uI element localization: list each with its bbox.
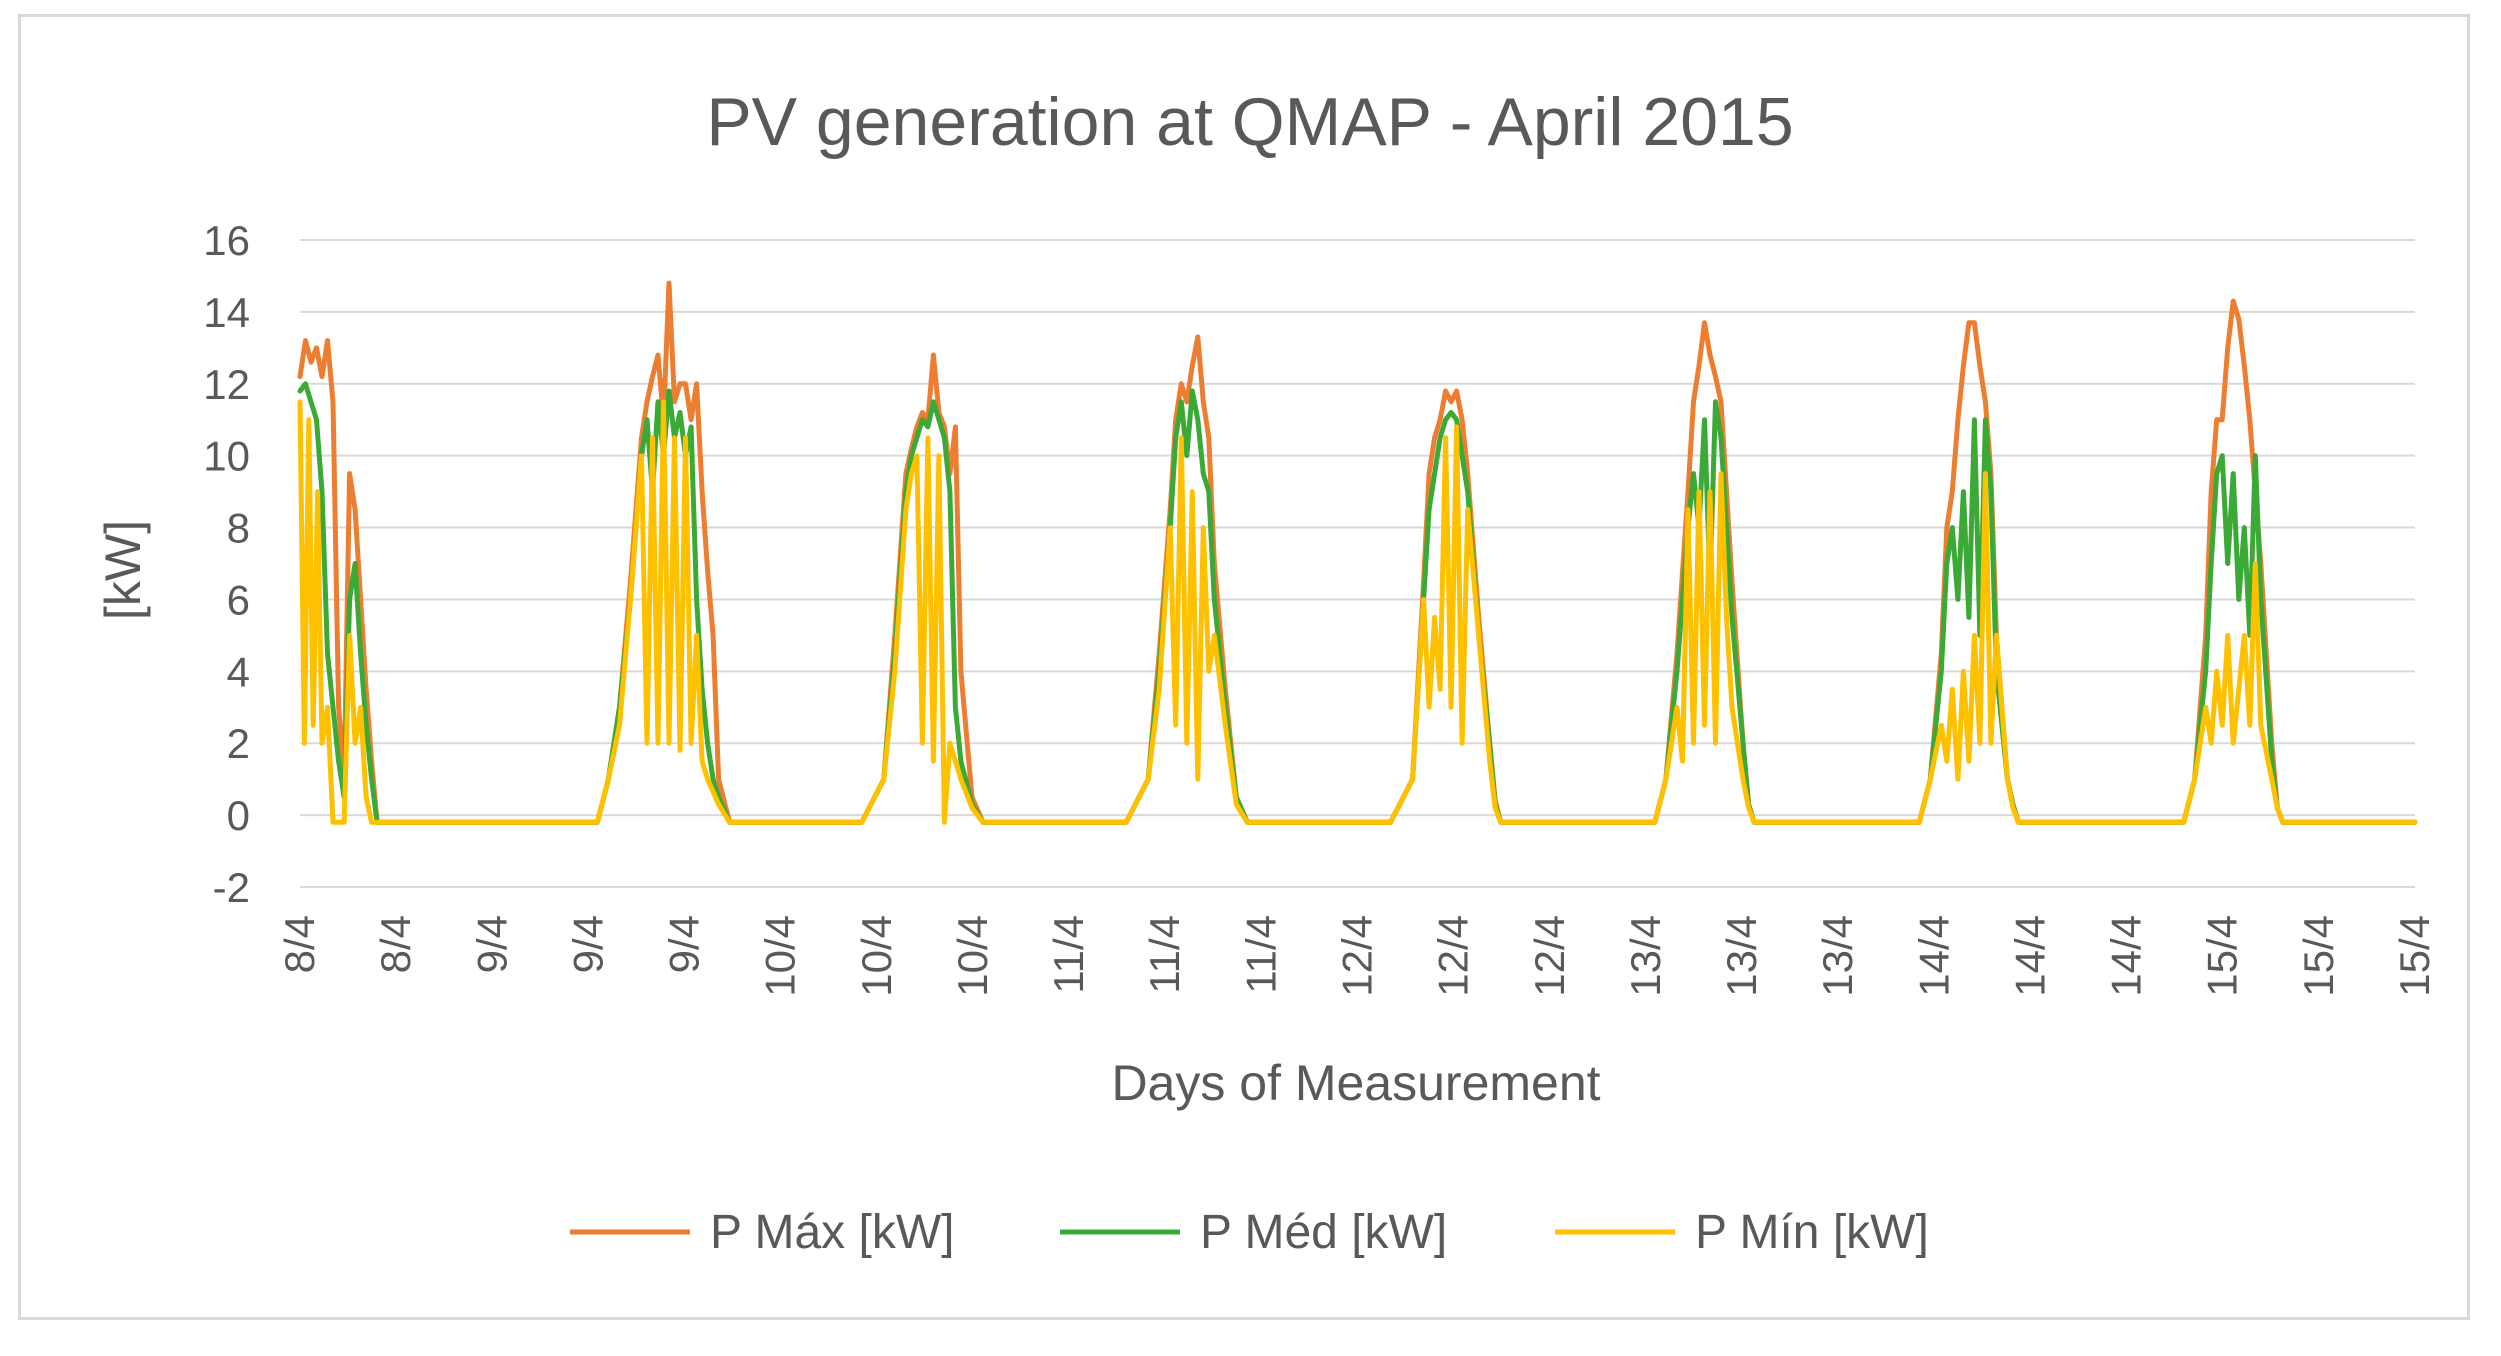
x-tick-label: 10/4 [949, 915, 996, 997]
x-tick-label: 9/4 [661, 915, 708, 973]
y-tick-label: 16 [203, 217, 250, 264]
x-tick-label: 13/4 [1814, 915, 1861, 997]
y-tick-label: 0 [227, 792, 250, 839]
x-tick-label: 10/4 [853, 915, 900, 997]
x-tick-label: 11/4 [1045, 915, 1092, 994]
y-axis-ticks: 16 14 12 10 8 6 4 2 0 -2 [203, 217, 250, 911]
chart-frame [18, 14, 2470, 1320]
legend: P Máx [kW] P Méd [kW] P Mín [kW] [570, 1206, 1929, 1259]
y-tick-label: 10 [203, 433, 250, 480]
x-tick-label: 8/4 [372, 915, 419, 973]
y-tick-label: 12 [203, 361, 250, 408]
x-tick-label: 12/4 [1334, 915, 1381, 997]
x-tick-label: 11/4 [1141, 915, 1188, 994]
chart-title: PV generation at QMAP - April 2015 [706, 84, 1793, 160]
y-tick-label: 4 [227, 648, 250, 695]
legend-label: P Máx [kW] [710, 1206, 954, 1259]
x-tick-label: 11/4 [1237, 915, 1284, 994]
x-tick-label: 15/4 [2391, 915, 2438, 997]
y-tick-label: -2 [213, 864, 250, 911]
y-tick-label: 6 [227, 576, 250, 623]
legend-label: P Méd [kW] [1200, 1206, 1447, 1259]
y-axis-title: [kW] [95, 520, 151, 620]
series-lines [297, 280, 2418, 825]
series-line-1 [297, 381, 2418, 825]
x-tick-label: 14/4 [2006, 915, 2053, 997]
gridlines [300, 239, 2415, 888]
x-tick-label: 14/4 [2103, 915, 2150, 997]
x-tick-label: 8/4 [276, 915, 323, 973]
x-tick-label: 9/4 [468, 915, 515, 973]
series-line-0 [297, 280, 2418, 825]
x-tick-label: 10/4 [757, 915, 804, 997]
y-tick-label: 8 [227, 505, 250, 552]
x-tick-label: 12/4 [1526, 915, 1573, 997]
y-tick-label: 14 [203, 289, 250, 336]
x-tick-label: 13/4 [1622, 915, 1669, 997]
x-axis-ticks: 8/4 8/4 9/4 9/4 9/4 10/4 10/4 10/4 11/4 11/4 11/4 1… [276, 915, 2438, 997]
series-line-2 [297, 399, 2418, 825]
x-tick-label: 15/4 [2295, 915, 2342, 997]
x-tick-label: 15/4 [2199, 915, 2246, 997]
x-tick-label: 13/4 [1718, 915, 1765, 997]
x-axis-title: Days of Measurement [1111, 1055, 1600, 1111]
x-tick-label: 9/4 [564, 915, 611, 973]
legend-label: P Mín [kW] [1695, 1206, 1929, 1259]
x-tick-label: 14/4 [1910, 915, 1957, 997]
x-tick-label: 12/4 [1430, 915, 1477, 997]
y-tick-label: 2 [227, 720, 250, 767]
